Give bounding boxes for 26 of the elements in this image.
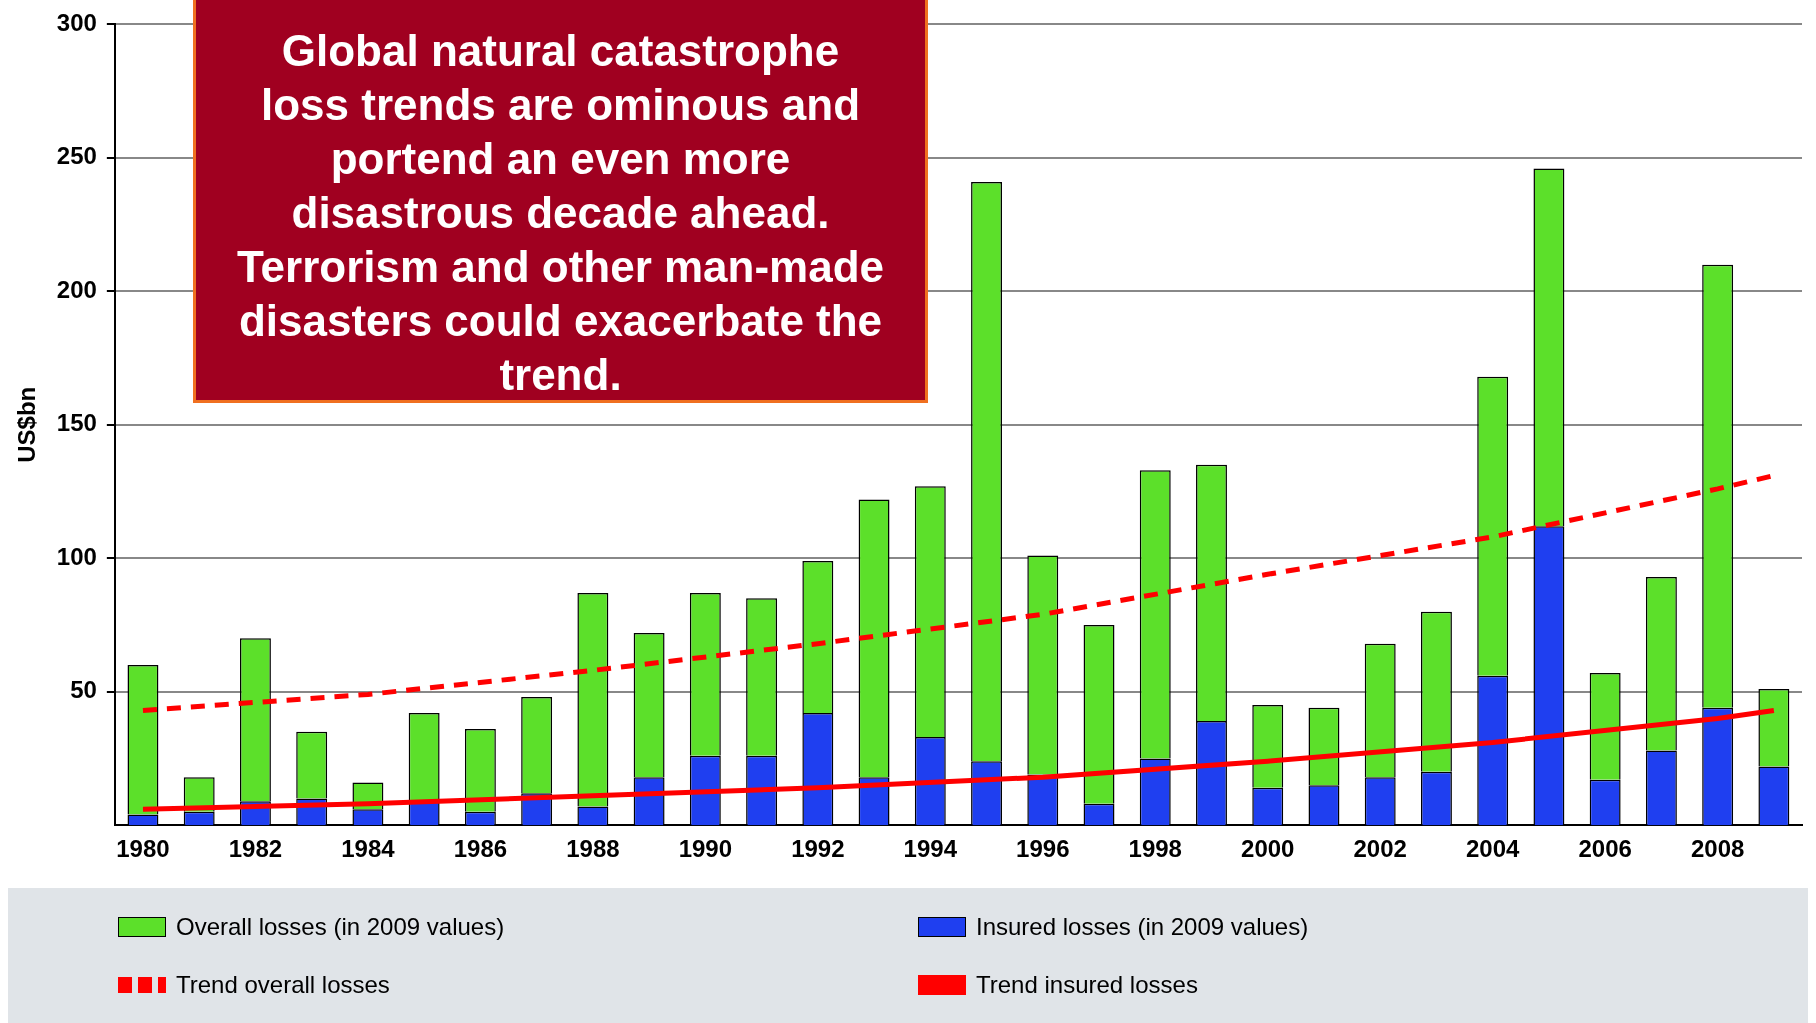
x-tick-label: 1998	[1128, 835, 1182, 863]
legend-label: Trend insured losses	[976, 970, 1198, 999]
x-tick-label: 2006	[1578, 835, 1632, 863]
y-tick-label: 300	[56, 9, 97, 37]
legend-label: Insured losses (in 2009 values)	[976, 912, 1309, 941]
legend-label: Trend overall losses	[176, 970, 390, 999]
y-tick-label: 100	[56, 542, 97, 570]
x-tick-label: 2002	[1353, 835, 1407, 863]
x-tick-label: 1984	[341, 835, 396, 863]
y-tick-label: 250	[56, 142, 97, 170]
y-axis-title: US$bn	[13, 386, 41, 463]
x-tick-label: 2008	[1690, 835, 1745, 863]
x-tick-label: 2000	[1241, 835, 1295, 863]
y-tick-label: 200	[56, 275, 97, 303]
x-tick-label: 1994	[903, 835, 958, 863]
x-tick-label: 1990	[678, 835, 733, 863]
x-tick-label: 1992	[791, 835, 845, 863]
x-tick-label: 2004	[1465, 835, 1521, 863]
y-tick-label: 50	[70, 676, 97, 704]
y-tick-label: 150	[56, 409, 97, 437]
x-tick-label: 1982	[228, 835, 283, 863]
x-tick-label: 1980	[116, 835, 170, 863]
legend-label: Overall losses (in 2009 values)	[176, 912, 505, 941]
x-tick-label: 1996	[1016, 835, 1070, 863]
x-tick-label: 1986	[453, 835, 508, 863]
x-tick-label: 1988	[566, 835, 620, 863]
